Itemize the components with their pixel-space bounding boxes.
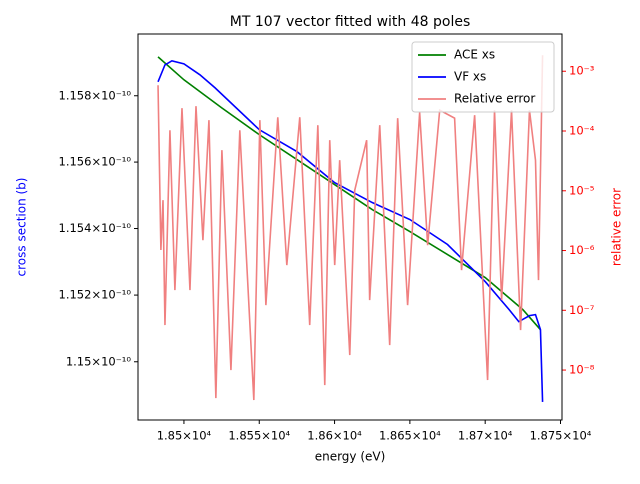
y-tick-label: 1.156×10⁻¹⁰: [59, 155, 132, 169]
x-tick-label: 1.86×10⁴: [307, 429, 362, 443]
y2-tick-label: 10⁻⁴: [569, 124, 595, 138]
legend-label: ACE xs: [454, 48, 495, 62]
x-tick-label: 1.85×10⁴: [157, 429, 212, 443]
x-tick-label: 1.865×10⁴: [379, 429, 441, 443]
y-tick-label: 1.154×10⁻¹⁰: [59, 221, 132, 235]
y-tick-label: 1.15×10⁻¹⁰: [66, 354, 132, 368]
y2-axis-label: relative error: [610, 188, 624, 266]
x-tick-label: 1.87×10⁴: [458, 429, 513, 443]
line-series: [157, 56, 542, 331]
y2-tick-label: 10⁻⁶: [569, 243, 595, 257]
legend: ACE xs VF xs Relative error: [411, 41, 555, 113]
legend-label: VF xs: [454, 70, 486, 84]
y2-tick-label: 10⁻⁷: [569, 303, 595, 317]
y-tick-label: 1.158×10⁻¹⁰: [59, 88, 132, 102]
y2-tick-label: 10⁻⁵: [569, 183, 595, 197]
legend-box: [411, 41, 555, 113]
chart-title: MT 107 vector fitted with 48 poles: [230, 14, 471, 30]
y2-tick-label: 10⁻³: [569, 64, 595, 78]
y-tick-label: 1.152×10⁻¹⁰: [59, 288, 132, 302]
y2-tick-label: 10⁻⁸: [569, 363, 595, 377]
y-axis-label: cross section (b): [15, 178, 29, 277]
legend-label: Relative error: [454, 92, 535, 106]
line-series: [157, 60, 544, 402]
x-tick-label: 1.875×10⁴: [530, 429, 592, 443]
x-tick-label: 1.855×10⁴: [228, 429, 290, 443]
plot-frame: [137, 33, 563, 421]
x-axis-label: energy (eV): [315, 450, 386, 464]
line-series: [157, 55, 544, 401]
